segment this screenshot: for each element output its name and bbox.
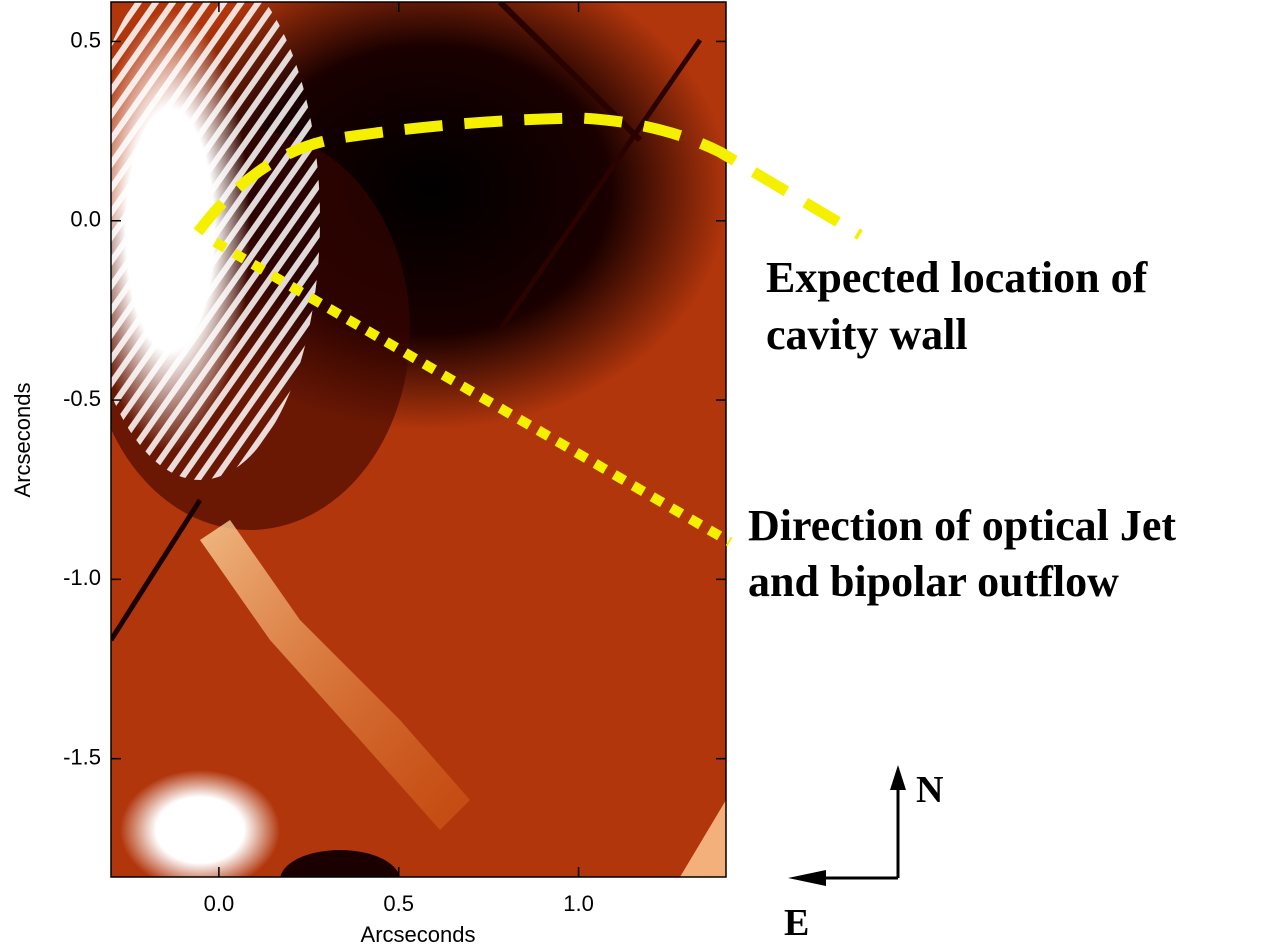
sky-image <box>111 2 726 877</box>
y-tick-label: 0.0 <box>70 207 101 232</box>
y-tick-label: -0.5 <box>63 386 101 411</box>
x-axis-label: Arcseconds <box>361 922 476 947</box>
plot-frame <box>110 1 727 878</box>
annotation: Expected location of <box>766 253 1149 302</box>
x-tick-label: 1.0 <box>563 891 594 916</box>
annotation: and bipolar outflow <box>748 557 1119 606</box>
jet-direction-line <box>212 237 733 547</box>
x-tick-label: 0.0 <box>204 891 235 916</box>
x-tick-label: 0.5 <box>383 891 414 916</box>
compass <box>788 765 906 886</box>
compass-east: E <box>784 902 809 944</box>
compass-north: N <box>916 769 943 811</box>
annotation: Direction of optical Jet <box>748 501 1176 550</box>
y-tick-label: -1.5 <box>63 744 101 769</box>
annotation: cavity wall <box>766 310 968 359</box>
y-axis-label: Arcseconds <box>10 383 35 498</box>
y-tick-label: 0.5 <box>70 27 101 52</box>
cavity-wall-line <box>193 112 863 240</box>
y-tick-label: -1.0 <box>63 565 101 590</box>
